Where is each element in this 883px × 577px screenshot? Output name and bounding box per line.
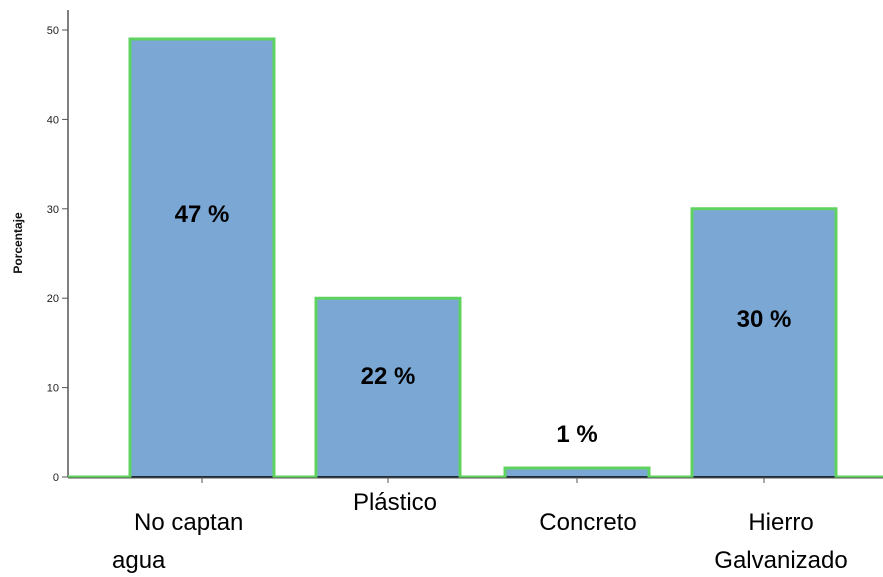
y-tick-label: 50 <box>47 25 59 37</box>
y-tick-label: 10 <box>47 383 59 395</box>
data-label: 30 % <box>737 306 792 333</box>
data-labels: 47 % 22 % 1 % 30 % <box>175 201 792 448</box>
category-label: Hierro <box>748 509 813 536</box>
category-label: Plástico <box>353 489 437 516</box>
x-axis-ticks <box>201 477 765 483</box>
category-labels: No captan agua Plástico Concreto Hierro Galva… <box>112 489 848 574</box>
y-tick-label: 40 <box>47 114 59 126</box>
data-label: 47 % <box>175 201 230 228</box>
distribution-outline <box>68 37 883 479</box>
y-tick-label: 0 <box>53 472 59 484</box>
y-axis: 0 10 20 30 40 50 <box>47 10 69 484</box>
data-label: 22 % <box>361 363 416 390</box>
bar <box>691 207 837 479</box>
category-label: Concreto <box>539 509 636 536</box>
bar <box>129 37 275 478</box>
category-label: No captan <box>134 509 243 536</box>
data-label: 1 % <box>556 421 597 448</box>
y-tick-label: 20 <box>47 293 59 305</box>
y-axis-label: Porcentaje <box>11 212 25 274</box>
category-label: Galvanizado <box>714 547 847 574</box>
category-label: agua <box>112 547 166 574</box>
bars <box>129 37 837 479</box>
y-tick-label: 30 <box>47 204 59 216</box>
